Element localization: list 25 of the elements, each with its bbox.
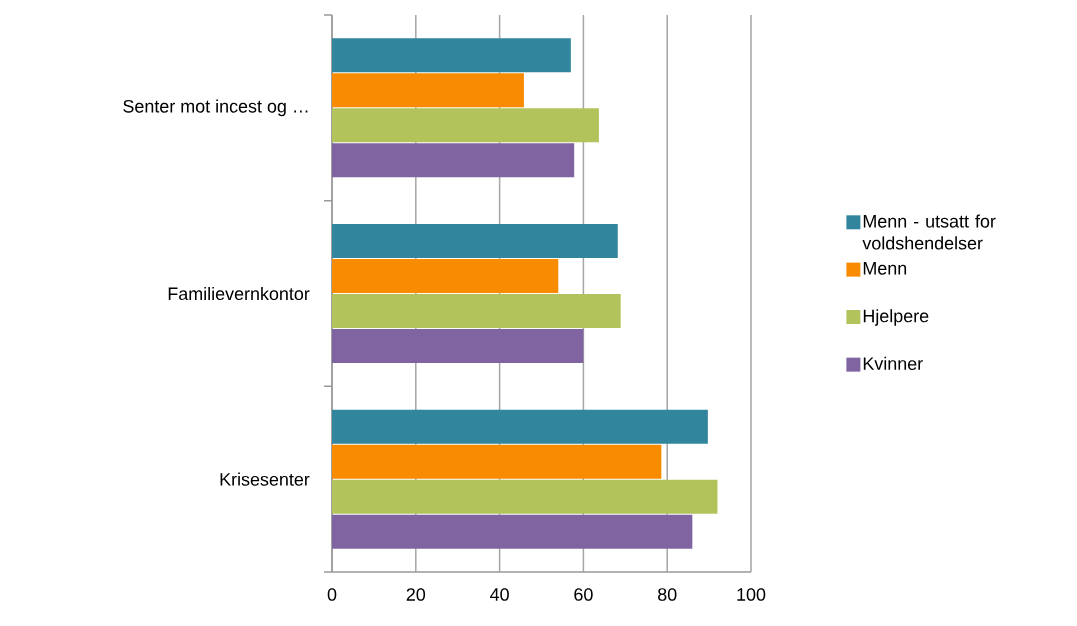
bar [332, 479, 718, 514]
bar [332, 38, 571, 73]
y-tick-label: Krisesenter [220, 472, 310, 486]
bar [332, 328, 584, 363]
x-tick-label: 40 [490, 588, 509, 601]
legend-label: Menn [863, 262, 907, 275]
bar [332, 293, 621, 328]
bar [332, 73, 524, 108]
legend-label: Menn - utsatt for voldshendelser [862, 214, 996, 250]
legend-label: Kvinner [863, 356, 923, 370]
x-tick-label: 100 [737, 588, 766, 601]
x-tick-label: 20 [406, 588, 426, 601]
y-tick-label: Familievernkontor [168, 286, 310, 301]
x-tick-label: 60 [574, 588, 593, 601]
bar [332, 223, 618, 258]
bar [332, 409, 708, 444]
bar [332, 444, 662, 479]
y-tick-label: Senter mot incest og … [123, 99, 308, 117]
bar [332, 258, 559, 293]
bar [332, 514, 693, 549]
bar [332, 108, 599, 143]
legend-label: Hjelpere [863, 309, 929, 326]
x-tick-label: 0 [327, 588, 337, 601]
x-tick-label: 80 [658, 588, 677, 601]
bar [332, 143, 575, 178]
